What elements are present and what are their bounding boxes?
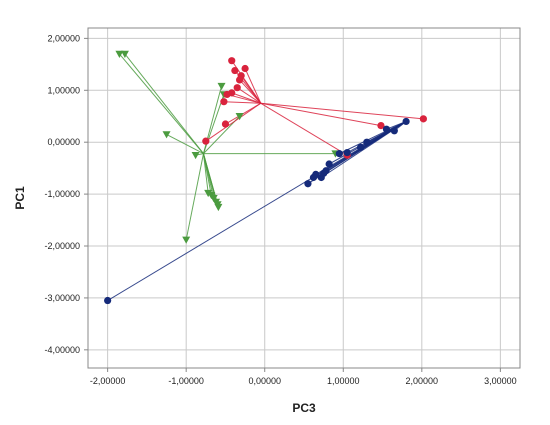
y-tick-label: -4,00000 [44,345,80,355]
x-tick-label: 3,00000 [484,376,517,386]
data-point-circle [312,170,320,178]
grid [88,28,520,368]
data-point-circle [223,90,231,99]
x-tick-label: 2,00000 [406,376,439,386]
data-point-circle [377,121,385,130]
data-point-triangle [235,113,244,121]
centroid-link-line [185,153,204,240]
data-points [104,50,427,305]
data-point-circle [221,120,230,128]
data-point-triangle [120,50,129,58]
tick-labels: -2,00000 -1,00000 0,00000 1,00000 2,00000 3,0… [44,33,516,386]
data-point-circle [304,180,312,188]
data-point-triangle [162,131,171,139]
x-tick-label: 0,00000 [248,376,281,386]
y-tick-label: 0,00000 [47,137,80,147]
x-tick-label: 1,00000 [327,376,360,386]
plot-frame [87,27,521,369]
centroid-link-line [240,75,262,104]
data-point-circle [343,148,351,157]
data-point-triangle [214,203,223,212]
x-tick-label: -1,00000 [168,376,204,386]
y-tick-label: 2,00000 [47,33,80,43]
data-point-circle [228,57,236,65]
data-point-circle [402,117,410,126]
data-point-triangle [209,195,218,203]
y-axis-title: PC1 [13,186,27,210]
x-axis-title: PC3 [292,401,316,415]
centroid-link-line [260,102,382,127]
y-tick-label: 1,00000 [47,85,80,95]
data-point-triangle [217,82,226,91]
centroid-link-line [166,133,204,155]
x-tick-label: -2,00000 [90,376,126,386]
data-point-circle [419,115,427,123]
y-tick-label: -3,00000 [44,293,80,303]
data-point-circle [363,138,371,146]
data-point-circle [390,127,398,135]
centroid-link-line [239,79,262,104]
centroid-link-line [244,68,262,104]
data-point-triangle [182,236,191,244]
data-point-circle [233,84,241,92]
centroid-link-line [124,53,204,154]
data-point-circle [335,150,343,158]
data-point-circle [241,64,249,73]
centroid-link-line [223,101,261,104]
centroid-links [107,53,424,301]
centroid-link-line [236,87,262,104]
centroid-link-line [260,102,424,120]
data-point-circle [325,160,333,168]
data-point-circle [104,296,112,305]
centroid-link-line [205,102,262,142]
data-point-circle [220,98,228,106]
data-point-triangle [115,50,124,58]
data-point-circle [356,143,365,151]
data-point-circle [322,167,330,175]
y-tick-label: -1,00000 [44,189,80,199]
data-point-triangle [191,151,200,160]
data-point-circle [235,76,244,84]
y-tick-label: -2,00000 [44,241,80,251]
data-point-circle [231,66,239,75]
data-point-circle [382,125,391,133]
data-point-circle [202,137,210,145]
centroid-link-line [260,102,348,156]
centroid-link-line [119,53,204,154]
